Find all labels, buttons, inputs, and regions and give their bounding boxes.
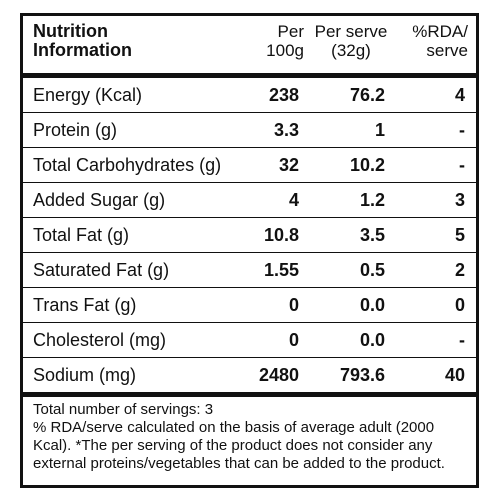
row-label: Protein (g) bbox=[33, 120, 118, 140]
value-rda: - bbox=[459, 330, 465, 350]
table-row-added-sugar: Added Sugar (g) 4 1.2 3 bbox=[23, 183, 476, 217]
value-per-100g: 10.8 bbox=[263, 225, 299, 245]
value-per-serve: 0.0 bbox=[359, 330, 385, 350]
row-label: Energy (Kcal) bbox=[33, 85, 143, 105]
table-row-saturated-fat: Saturated Fat (g) 1.55 0.5 2 bbox=[23, 253, 476, 287]
column-header-rda: %RDA/ serve bbox=[412, 22, 468, 60]
value-per-100g: 3.3 bbox=[273, 120, 299, 140]
row-divider bbox=[23, 357, 476, 358]
column-header-per-100g: Per 100g bbox=[266, 22, 304, 60]
table-row-protein: Protein (g) 3.3 1 - bbox=[23, 113, 476, 147]
value-per-100g: 4 bbox=[288, 190, 299, 210]
value-per-100g: 0 bbox=[288, 295, 299, 315]
value-rda: 0 bbox=[454, 295, 465, 315]
value-rda: 5 bbox=[454, 225, 465, 245]
row-label: Total Fat (g) bbox=[33, 225, 130, 245]
value-rda: 4 bbox=[454, 85, 465, 105]
row-divider bbox=[23, 252, 476, 253]
value-per-serve: 76.2 bbox=[349, 85, 385, 105]
row-divider bbox=[23, 112, 476, 113]
row-label: Total Carbohydrates (g) bbox=[33, 155, 222, 175]
table-title: Nutrition Information bbox=[33, 21, 132, 60]
header-divider bbox=[23, 73, 476, 78]
row-label: Cholesterol (mg) bbox=[33, 330, 167, 350]
table-row-trans-fat: Trans Fat (g) 0 0.0 0 bbox=[23, 288, 476, 322]
value-per-serve: 0.0 bbox=[359, 295, 385, 315]
row-divider bbox=[23, 322, 476, 323]
value-per-serve: 0.5 bbox=[359, 260, 385, 280]
value-per-serve: 1.2 bbox=[359, 190, 385, 210]
table-row-cholesterol: Cholesterol (mg) 0 0.0 - bbox=[23, 323, 476, 357]
nutrition-panel: Nutrition Information Per 100g Per serve… bbox=[20, 13, 479, 488]
value-rda: 40 bbox=[444, 365, 465, 385]
value-per-100g: 1.55 bbox=[263, 260, 299, 280]
row-label: Sodium (mg) bbox=[33, 365, 137, 385]
servings-count: Total number of servings: 3 bbox=[33, 401, 214, 418]
value-per-100g: 2480 bbox=[258, 365, 299, 385]
row-divider bbox=[23, 287, 476, 288]
value-per-serve: 793.6 bbox=[339, 365, 385, 385]
table-row-sodium: Sodium (mg) 2480 793.6 40 bbox=[23, 358, 476, 392]
row-divider bbox=[23, 147, 476, 148]
value-per-serve: 10.2 bbox=[349, 155, 385, 175]
row-label: Saturated Fat (g) bbox=[33, 260, 170, 280]
row-divider bbox=[23, 217, 476, 218]
value-per-100g: 238 bbox=[268, 85, 299, 105]
table-row-carbohydrates: Total Carbohydrates (g) 32 10.2 - bbox=[23, 148, 476, 182]
value-per-serve: 3.5 bbox=[359, 225, 385, 245]
row-divider bbox=[23, 182, 476, 183]
value-rda: 3 bbox=[454, 190, 465, 210]
value-rda: 2 bbox=[454, 260, 465, 280]
row-label: Added Sugar (g) bbox=[33, 190, 166, 210]
footer-notes: Total number of servings: 3 % RDA/serve … bbox=[33, 401, 473, 473]
value-rda: - bbox=[459, 155, 465, 175]
rda-footnote: % RDA/serve calculated on the basis of a… bbox=[33, 419, 445, 472]
column-header-per-serve: Per serve (32g) bbox=[314, 22, 388, 60]
value-per-serve: 1 bbox=[374, 120, 385, 140]
table-header: Nutrition Information Per 100g Per serve… bbox=[23, 16, 476, 73]
value-per-100g: 0 bbox=[288, 330, 299, 350]
table-row-total-fat: Total Fat (g) 10.8 3.5 5 bbox=[23, 218, 476, 252]
table-row-energy: Energy (Kcal) 238 76.2 4 bbox=[23, 78, 476, 112]
footer-divider bbox=[23, 392, 476, 397]
row-label: Trans Fat (g) bbox=[33, 295, 137, 315]
value-rda: - bbox=[459, 120, 465, 140]
value-per-100g: 32 bbox=[278, 155, 299, 175]
